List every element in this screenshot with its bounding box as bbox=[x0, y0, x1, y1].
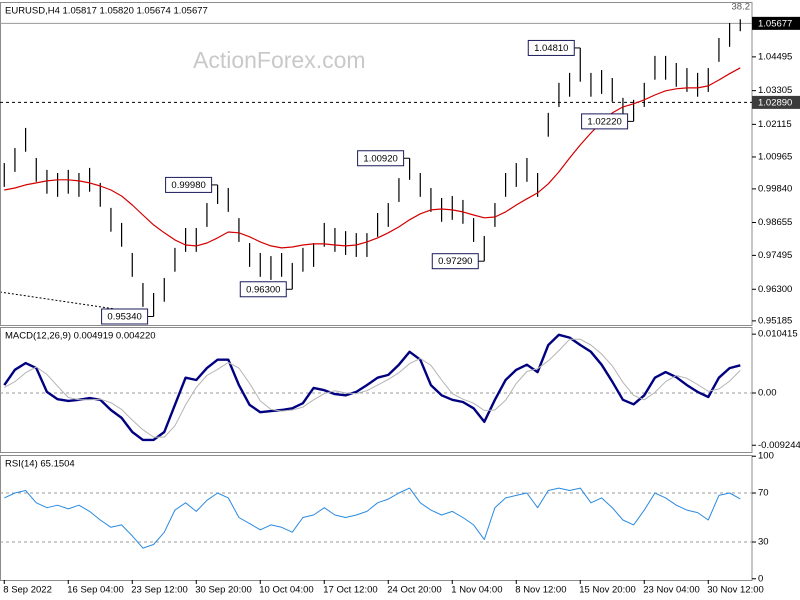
annotation-box bbox=[431, 253, 479, 270]
panel-frame bbox=[0, 455, 753, 581]
annotation-box bbox=[239, 281, 287, 298]
panel-title: EURUSD,H4 1.05817 1.05820 1.05674 1.0567… bbox=[5, 6, 208, 17]
y-tick-label: 1.04495 bbox=[758, 51, 792, 62]
signal-line bbox=[4, 338, 741, 438]
panel-title: RSI(14) 65.1504 bbox=[5, 459, 75, 470]
x-tick-label: 15 Nov 20:00 bbox=[579, 585, 636, 596]
level-box bbox=[752, 95, 800, 109]
panel-title: MACD(12,26,9) 0.004919 0.004220 bbox=[5, 331, 156, 342]
y-tick-label: 0.95185 bbox=[758, 315, 792, 326]
x-tick-label: 30 Nov 12:00 bbox=[707, 585, 764, 596]
annotation-label: 0.95340 bbox=[107, 312, 141, 323]
x-tick-label: 17 Oct 12:00 bbox=[323, 585, 377, 596]
annotation-box bbox=[527, 39, 575, 56]
y-tick-label: 0.00 bbox=[758, 388, 777, 399]
x-tick-label: 23 Sep 12:00 bbox=[131, 585, 188, 596]
current-price-box bbox=[752, 16, 800, 30]
panel-frame bbox=[0, 2, 753, 326]
y-tick-label: 30 bbox=[758, 537, 769, 548]
x-tick-label: 8 Nov 12:00 bbox=[515, 585, 566, 596]
level-label: 1.02890 bbox=[758, 97, 792, 108]
annotation-label: 0.99980 bbox=[171, 180, 205, 191]
y-tick-label: 0.96300 bbox=[758, 284, 792, 295]
current-price-label: 1.05677 bbox=[758, 18, 792, 29]
y-tick-label: 1.02115 bbox=[758, 119, 792, 130]
x-tick-label: 24 Oct 20:00 bbox=[387, 585, 441, 596]
y-tick-label: 100 bbox=[758, 451, 774, 462]
y-tick-label: 0.010415 bbox=[758, 329, 798, 340]
rsi-line bbox=[4, 487, 741, 549]
y-tick-label: 0.97495 bbox=[758, 250, 792, 261]
y-tick-label: 0 bbox=[758, 573, 763, 584]
y-tick-label: 1.00965 bbox=[758, 151, 792, 162]
panel-frame bbox=[0, 327, 753, 453]
y-tick-label: -0.009244 bbox=[758, 440, 800, 451]
fib-label: 38.2 bbox=[732, 2, 751, 13]
y-tick-label: 70 bbox=[758, 488, 769, 499]
x-tick-label: 23 Nov 04:00 bbox=[643, 585, 700, 596]
y-tick-label: 0.98655 bbox=[758, 217, 792, 228]
annotation-box bbox=[101, 308, 149, 325]
y-tick-label: 1.03305 bbox=[758, 85, 792, 96]
y-tick-label: 0.99840 bbox=[758, 183, 792, 194]
annotation-box bbox=[581, 113, 629, 130]
moving-average bbox=[4, 67, 741, 249]
watermark: ActionForex.com bbox=[193, 47, 366, 73]
x-tick-label: 1 Nov 04:00 bbox=[451, 585, 502, 596]
annotation-label: 0.96300 bbox=[246, 284, 280, 295]
x-tick-label: 10 Oct 04:00 bbox=[259, 585, 313, 596]
annotation-label: 1.04810 bbox=[534, 43, 568, 54]
annotation-label: 0.97290 bbox=[438, 256, 472, 267]
annotation-label: 1.00920 bbox=[363, 153, 397, 164]
x-tick-label: 30 Sep 20:00 bbox=[195, 585, 252, 596]
x-tick-label: 8 Sep 2022 bbox=[3, 585, 52, 596]
annotation-label: 1.02220 bbox=[587, 116, 621, 127]
x-tick-label: 16 Sep 04:00 bbox=[67, 585, 124, 596]
annotation-box bbox=[357, 150, 405, 167]
annotation-box bbox=[165, 176, 213, 193]
macd-line bbox=[3, 333, 741, 442]
